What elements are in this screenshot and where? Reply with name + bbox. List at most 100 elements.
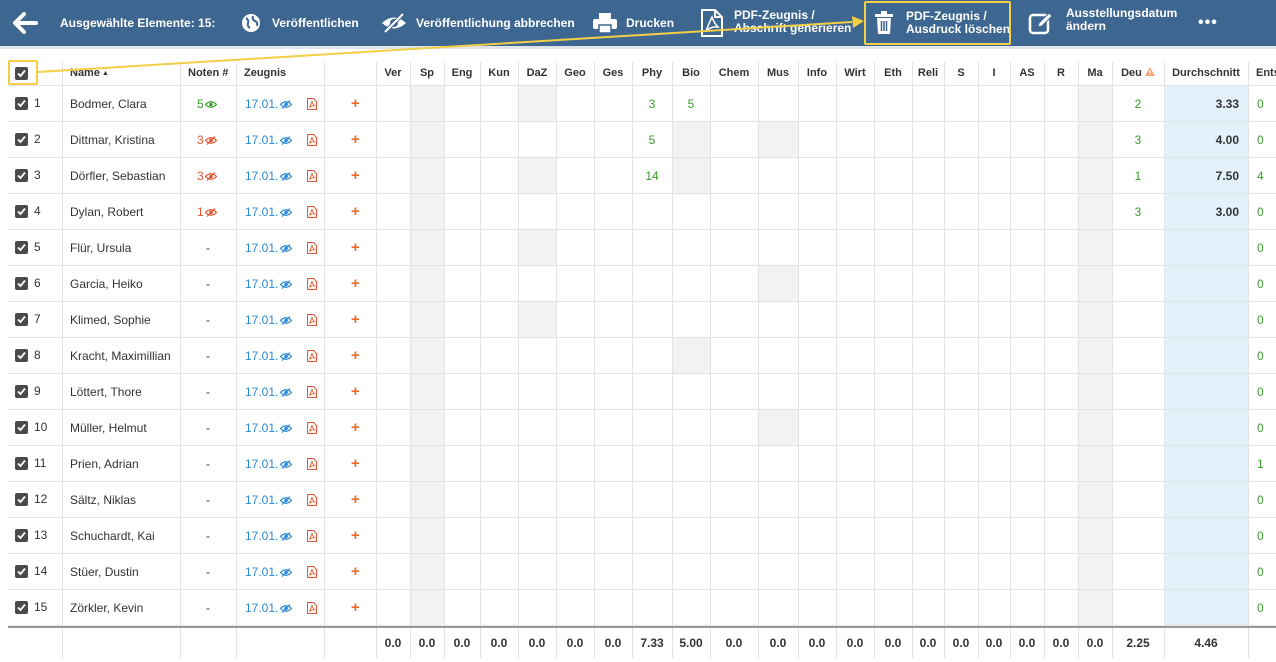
report-date-link[interactable]: 17.01. — [245, 169, 278, 183]
pdf-file-icon[interactable] — [307, 566, 317, 578]
add-icon[interactable]: + — [351, 382, 360, 400]
column-header-subject[interactable]: Kun — [480, 66, 518, 80]
column-header-subject[interactable]: Sp — [410, 66, 444, 80]
column-header-subject[interactable]: Ges — [594, 66, 632, 80]
row-checkbox[interactable] — [15, 384, 28, 398]
pdf-file-icon[interactable] — [307, 314, 317, 326]
eye-slash-icon[interactable] — [280, 495, 292, 505]
row-checkbox[interactable] — [15, 240, 28, 254]
grade-count[interactable]: 3 — [197, 133, 217, 147]
row-checkbox[interactable] — [15, 96, 28, 110]
eye-slash-icon[interactable] — [280, 603, 292, 613]
row-checkbox[interactable] — [15, 420, 28, 434]
eye-slash-icon[interactable] — [280, 135, 292, 145]
column-header-subject[interactable]: Phy — [632, 66, 672, 80]
student-name[interactable]: Stüer, Dustin — [70, 565, 139, 579]
student-name[interactable]: Bodmer, Clara — [70, 97, 147, 111]
pdf-file-icon[interactable] — [307, 386, 317, 398]
add-icon[interactable]: + — [351, 454, 360, 472]
publish-button[interactable]: Veröffentlichen — [240, 0, 359, 46]
grade-value-deu[interactable]: 3 — [1134, 133, 1142, 147]
column-header-subject[interactable]: S — [944, 66, 978, 80]
report-date-link[interactable]: 17.01. — [245, 385, 278, 399]
column-header-average[interactable]: Durchschnitt — [1172, 67, 1240, 79]
report-date-link[interactable]: 17.01. — [245, 493, 278, 507]
pdf-file-icon[interactable] — [307, 494, 317, 506]
report-date-link[interactable]: 17.01. — [245, 529, 278, 543]
add-icon[interactable]: + — [351, 562, 360, 580]
pdf-file-icon[interactable] — [307, 134, 317, 146]
grade-value-deu[interactable]: 3 — [1134, 205, 1142, 219]
column-header-subject[interactable]: Bio — [672, 66, 710, 80]
report-date-link[interactable]: 17.01. — [245, 313, 278, 327]
column-header-subject[interactable]: Deu — [1112, 66, 1164, 80]
eye-slash-icon[interactable] — [280, 99, 292, 109]
row-checkbox[interactable] — [15, 204, 28, 218]
add-icon[interactable]: + — [351, 490, 360, 508]
grade-value-phy[interactable]: 3 — [648, 97, 656, 111]
student-name[interactable]: Garcia, Heiko — [70, 277, 143, 291]
grade-count[interactable]: 5 — [197, 97, 217, 111]
grade-value-phy[interactable]: 5 — [648, 133, 656, 147]
column-header-subject[interactable]: R — [1044, 66, 1078, 80]
row-checkbox[interactable] — [15, 168, 28, 182]
change-date-button[interactable]: Ausstellungsdatum ändern — [1028, 0, 1177, 46]
eye-slash-icon[interactable] — [280, 531, 292, 541]
student-name[interactable]: Müller, Helmut — [70, 421, 147, 435]
more-button[interactable]: ••• — [1198, 14, 1218, 31]
pdf-copy-button[interactable]: PDF-Zeugnis / Abschrift generieren — [700, 0, 851, 46]
report-date-link[interactable]: 17.01. — [245, 601, 278, 615]
eye-slash-icon[interactable] — [280, 171, 292, 181]
column-header-subject[interactable]: Eng — [444, 66, 480, 80]
column-header-subject[interactable]: I — [978, 66, 1010, 80]
column-header-subject[interactable]: Geo — [556, 66, 594, 80]
column-header-subject[interactable]: Mus — [758, 66, 798, 80]
pdf-file-icon[interactable] — [307, 530, 317, 542]
grade-count[interactable]: 1 — [197, 205, 217, 219]
column-header-subject[interactable]: Wirt — [836, 66, 874, 80]
report-date-link[interactable]: 17.01. — [245, 421, 278, 435]
student-name[interactable]: Dörfler, Sebastian — [70, 169, 166, 183]
pdf-file-icon[interactable] — [307, 458, 317, 470]
report-date-link[interactable]: 17.01. — [245, 277, 278, 291]
eye-slash-icon[interactable] — [280, 315, 292, 325]
report-date-link[interactable]: 17.01. — [245, 97, 278, 111]
column-header-subject[interactable]: Ma — [1078, 66, 1112, 80]
student-name[interactable]: Sältz, Niklas — [70, 493, 137, 507]
back-button[interactable] — [12, 0, 38, 46]
column-header-ents[interactable]: Ents — [1256, 67, 1276, 79]
row-checkbox[interactable] — [15, 492, 28, 506]
column-header-subject[interactable]: Info — [798, 66, 836, 80]
student-name[interactable]: Dittmar, Kristina — [70, 133, 155, 147]
student-name[interactable]: Dylan, Robert — [70, 205, 144, 219]
row-checkbox[interactable] — [15, 600, 28, 614]
column-header-subject[interactable]: DaZ — [518, 66, 556, 80]
add-icon[interactable]: + — [351, 202, 360, 220]
add-icon[interactable]: + — [351, 310, 360, 328]
add-icon[interactable]: + — [351, 166, 360, 184]
pdf-file-icon[interactable] — [307, 98, 317, 110]
column-header-subject[interactable]: Ver — [376, 66, 410, 80]
row-checkbox[interactable] — [15, 456, 28, 470]
row-checkbox[interactable] — [15, 276, 28, 290]
pdf-file-icon[interactable] — [307, 602, 317, 614]
print-button[interactable]: Drucken — [592, 0, 674, 46]
add-icon[interactable]: + — [351, 274, 360, 292]
row-checkbox[interactable] — [15, 564, 28, 578]
eye-slash-icon[interactable] — [280, 207, 292, 217]
grade-value-bio[interactable]: 5 — [687, 97, 695, 111]
eye-slash-icon[interactable] — [280, 459, 292, 469]
eye-slash-icon[interactable] — [280, 351, 292, 361]
pdf-file-icon[interactable] — [307, 242, 317, 254]
eye-slash-icon[interactable] — [280, 567, 292, 577]
student-name[interactable]: Kracht, Maximillian — [70, 349, 171, 363]
add-icon[interactable]: + — [351, 418, 360, 436]
column-header-report[interactable]: Zeugnis — [244, 67, 287, 79]
column-header-subject[interactable]: Reli — [912, 66, 944, 80]
add-icon[interactable]: + — [351, 346, 360, 364]
grade-value-deu[interactable]: 1 — [1134, 169, 1142, 183]
pdf-file-icon[interactable] — [307, 206, 317, 218]
grade-value-deu[interactable]: 2 — [1134, 97, 1142, 111]
add-icon[interactable]: + — [351, 598, 360, 616]
pdf-file-icon[interactable] — [307, 170, 317, 182]
